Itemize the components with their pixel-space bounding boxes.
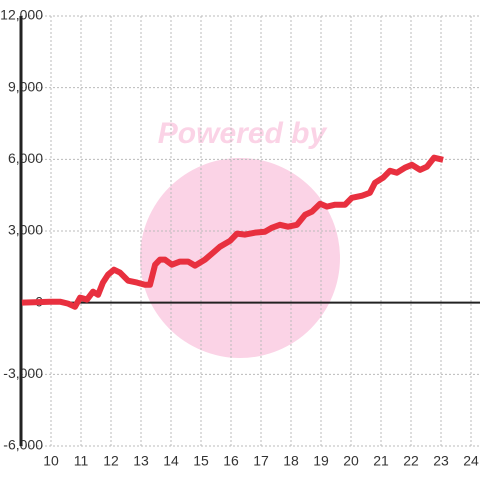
x-tick-label: 24 (463, 453, 479, 469)
y-tick-label: -6,000 (3, 437, 43, 453)
line (21, 154, 444, 310)
x-tick-label: 21 (373, 453, 389, 469)
watermark-logo (140, 158, 340, 358)
x-tick-label: 15 (193, 453, 209, 469)
x-tick-label: 19 (313, 453, 329, 469)
x-tick-label: 10 (43, 453, 59, 469)
x-tick-label: 16 (223, 453, 239, 469)
x-tick-label: 18 (283, 453, 299, 469)
y-tick-label: 6,000 (8, 150, 43, 166)
x-tick-label: 17 (253, 453, 269, 469)
x-tick-label: 12 (103, 453, 119, 469)
x-tick-label: 14 (163, 453, 179, 469)
x-tick-label: 23 (433, 453, 449, 469)
y-tick-label: -3,000 (3, 365, 43, 381)
x-tick-label: 22 (403, 453, 419, 469)
x-tick-label: 20 (343, 453, 359, 469)
x-tick-label: 13 (133, 453, 149, 469)
y-tick-label: 12,000 (0, 7, 43, 23)
watermark: Powered by (158, 117, 328, 150)
x-tick-label: 11 (74, 453, 89, 469)
y-tick-label: 9,000 (8, 78, 43, 94)
y-tick-label: 3,000 (8, 222, 43, 238)
